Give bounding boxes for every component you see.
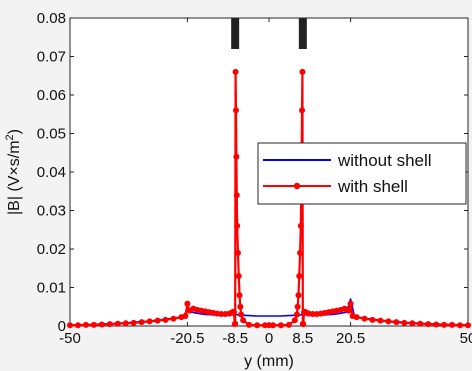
legend-box — [257, 142, 467, 205]
x-axis-label: y (mm) — [244, 353, 294, 370]
data-point-with-shell — [297, 222, 304, 229]
data-point-with-shell — [98, 321, 105, 328]
y-axis-label: |B| (V×s/m2) — [4, 129, 23, 215]
x-tick-label: -20.5 — [170, 330, 204, 347]
data-point-with-shell — [122, 320, 129, 327]
y-axis: 0 0.01 0.02 0.03 0.04 0.05 0.06 0.07 0.08 — [37, 10, 468, 335]
y-tick-label: 0.08 — [37, 10, 66, 27]
data-point-with-shell — [401, 319, 408, 326]
data-point-with-shell — [232, 320, 239, 327]
data-point-with-shell — [361, 315, 368, 322]
data-point-with-shell — [67, 322, 73, 329]
y-tick-label: 0.05 — [37, 126, 66, 143]
x-tick-label: -8.5 — [222, 330, 248, 347]
data-point-with-shell — [233, 192, 240, 199]
y-axis-label-main: |B| (V×s/m — [6, 140, 23, 215]
y-axis-label-close: ) — [6, 129, 23, 134]
data-point-with-shell — [295, 292, 302, 299]
y-tick-label: 0.06 — [37, 87, 66, 104]
data-point-with-shell — [441, 321, 448, 328]
legend-label-with-shell: with shell — [337, 177, 408, 196]
data-point-with-shell — [234, 222, 241, 229]
legend-label-without-shell: without shell — [337, 151, 432, 170]
data-point-with-shell — [74, 322, 81, 329]
data-point-with-shell — [237, 303, 244, 310]
y-axis-label-group: |B| (V×s/m2) — [4, 129, 23, 215]
data-point-with-shell — [162, 316, 169, 323]
data-point-with-shell — [417, 320, 424, 327]
data-point-with-shell — [254, 322, 261, 329]
data-point-with-shell — [300, 321, 307, 328]
y-tick-label: 0.02 — [37, 241, 66, 258]
data-point-with-shell — [82, 321, 89, 328]
data-point-with-shell — [296, 272, 303, 279]
data-point-with-shell — [114, 320, 121, 327]
data-point-with-shell — [232, 107, 239, 114]
data-point-with-shell — [449, 321, 456, 328]
series-group — [67, 68, 471, 329]
data-point-with-shell — [90, 321, 97, 328]
data-point-with-shell — [291, 317, 298, 324]
legend-marker-with-shell — [293, 182, 301, 190]
x-tick-label: 8.5 — [292, 330, 313, 347]
data-point-with-shell — [130, 319, 137, 326]
data-point-with-shell — [299, 68, 306, 75]
data-point-with-shell — [269, 322, 276, 329]
data-point-with-shell — [235, 272, 242, 279]
data-point-with-shell — [345, 307, 352, 314]
data-point-with-shell — [182, 312, 189, 319]
data-point-with-shell — [465, 322, 471, 329]
x-tick-label: -50 — [59, 330, 81, 347]
data-point-with-shell — [369, 316, 376, 323]
data-point-with-shell — [240, 317, 247, 324]
data-point-with-shell — [146, 318, 153, 325]
legend: without shell with shell — [257, 142, 467, 205]
y-tick-label: 0.07 — [37, 49, 66, 66]
y-tick-label: 0 — [58, 318, 66, 335]
x-tick-label: 20.5 — [336, 330, 365, 347]
data-point-with-shell — [285, 321, 292, 328]
data-point-with-shell — [294, 303, 301, 310]
data-point-with-shell — [347, 300, 354, 307]
data-point-with-shell — [232, 68, 239, 75]
shell-marker — [231, 18, 240, 49]
y-tick-label: 0.03 — [37, 203, 66, 220]
x-tick-label: 0 — [265, 330, 273, 347]
data-point-with-shell — [425, 321, 432, 328]
y-tick-label: 0.01 — [37, 280, 66, 297]
data-point-with-shell — [293, 311, 300, 318]
data-point-with-shell — [238, 311, 245, 318]
data-point-with-shell — [277, 322, 284, 329]
data-point-with-shell — [236, 292, 243, 299]
data-point-with-shell — [457, 322, 464, 329]
shell-markers — [231, 18, 307, 49]
data-point-with-shell — [170, 315, 177, 322]
y-axis-label-sup: 2 — [4, 134, 16, 140]
x-tick-label: 50 — [460, 330, 472, 347]
data-point-with-shell — [154, 317, 161, 324]
data-point-with-shell — [138, 319, 145, 326]
data-point-with-shell — [234, 249, 241, 256]
data-point-with-shell — [106, 321, 113, 328]
shell-marker — [298, 18, 307, 49]
data-point-with-shell — [385, 318, 392, 325]
data-point-with-shell — [393, 319, 400, 326]
data-point-with-shell — [433, 321, 440, 328]
data-point-with-shell — [297, 249, 304, 256]
data-point-with-shell — [409, 320, 416, 327]
data-point-with-shell — [184, 300, 191, 307]
data-point-with-shell — [377, 317, 384, 324]
data-point-with-shell — [230, 309, 237, 316]
data-point-with-shell — [353, 314, 360, 321]
data-point-with-shell — [233, 153, 240, 160]
data-point-with-shell — [246, 321, 253, 328]
y-tick-label: 0.04 — [37, 164, 66, 181]
data-point-with-shell — [299, 107, 306, 114]
